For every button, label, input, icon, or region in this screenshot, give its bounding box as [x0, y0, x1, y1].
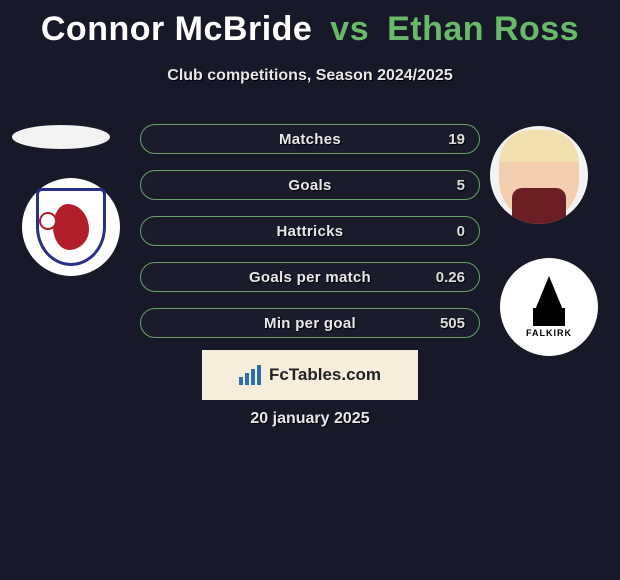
stat-label: Min per goal — [264, 315, 356, 332]
steeple-icon: FALKIRK — [510, 268, 588, 346]
stat-label: Goals per match — [249, 269, 371, 286]
comparison-title: Connor McBride vs Ethan Ross — [0, 0, 620, 49]
vs-text: vs — [330, 10, 369, 48]
stat-right-value: 0.26 — [436, 269, 465, 286]
player2-avatar — [490, 126, 588, 224]
player2-name: Ethan Ross — [387, 10, 579, 48]
stat-row-min-per-goal: Min per goal 505 — [140, 308, 480, 338]
subtitle: Club competitions, Season 2024/2025 — [0, 67, 620, 85]
stat-label: Hattricks — [277, 223, 344, 240]
player1-club-crest — [22, 178, 120, 276]
face-icon — [499, 130, 579, 220]
stat-right-value: 0 — [457, 223, 465, 240]
stat-row-goals: Goals 5 — [140, 170, 480, 200]
shield-icon — [36, 188, 106, 266]
bar-chart-icon — [239, 365, 261, 385]
lion-icon — [53, 204, 89, 250]
stat-right-value: 5 — [457, 177, 465, 194]
stat-label: Matches — [279, 131, 341, 148]
player1-name: Connor McBride — [41, 10, 312, 48]
stat-label: Goals — [288, 177, 331, 194]
snapshot-date: 20 january 2025 — [0, 410, 620, 428]
stat-right-value: 19 — [448, 131, 465, 148]
brand-badge: FcTables.com — [202, 350, 418, 400]
club-name-text: FALKIRK — [526, 328, 572, 338]
brand-text: FcTables.com — [269, 365, 381, 385]
stat-row-goals-per-match: Goals per match 0.26 — [140, 262, 480, 292]
stats-panel: Matches 19 Goals 5 Hattricks 0 Goals per… — [140, 124, 480, 354]
player1-avatar — [12, 125, 110, 149]
stat-row-hattricks: Hattricks 0 — [140, 216, 480, 246]
stat-right-value: 505 — [440, 315, 465, 332]
stat-row-matches: Matches 19 — [140, 124, 480, 154]
player2-club-crest: FALKIRK — [500, 258, 598, 356]
